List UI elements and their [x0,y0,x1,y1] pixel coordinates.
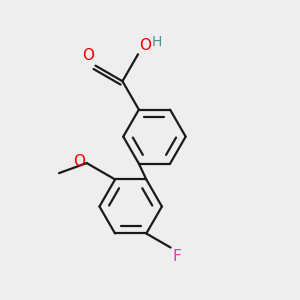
Text: F: F [172,249,181,264]
Text: O: O [73,154,85,169]
Text: O: O [82,48,94,63]
Text: H: H [152,35,162,49]
Text: O: O [140,38,152,53]
